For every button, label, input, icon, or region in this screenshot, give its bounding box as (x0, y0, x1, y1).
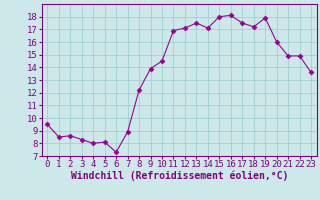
X-axis label: Windchill (Refroidissement éolien,°C): Windchill (Refroidissement éolien,°C) (70, 171, 288, 181)
